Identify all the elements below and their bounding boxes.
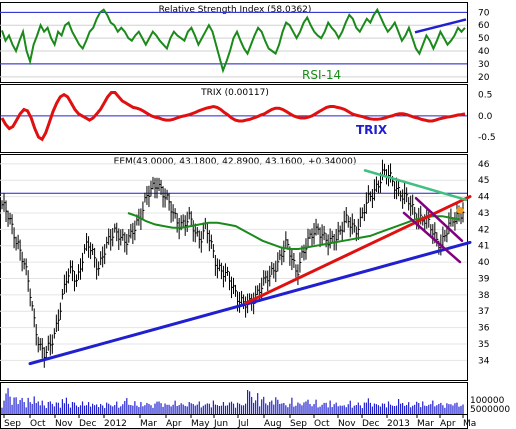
trendline-channel_lower [402, 211, 462, 264]
rsi-panel: Relative Strength Index (58.0362) 20 30 40… [0, 5, 490, 83]
rsi-frame [0, 2, 468, 83]
x-tick-label: 2013 [387, 419, 410, 429]
trix-title: TRIX (0.00117) [200, 88, 269, 98]
y-tick-label: 35 [478, 340, 489, 350]
x-tick-label: Aug [264, 419, 282, 429]
price-trendlines [28, 169, 472, 366]
y-tick-label: 0.0 [478, 112, 493, 122]
rsi-series-line [1, 7, 466, 74]
y-tick-label: 46 [478, 160, 490, 170]
y-tick-label: 60 [478, 21, 490, 31]
price-bars [1, 159, 465, 368]
x-tick-label: Dec [362, 419, 379, 429]
rsi-annotation: RSI-14 [302, 68, 341, 82]
price-panel: EEM(43.0000, 43.1800, 42.8900, 43.1600, … [0, 157, 490, 368]
rsi-trendline [414, 18, 467, 34]
price-frame [0, 154, 468, 381]
volume-tick-label: 100000 [470, 396, 505, 406]
x-tick-label: 2012 [104, 419, 127, 429]
y-tick-label: 39 [478, 274, 490, 284]
rsi-gridlines [0, 11, 467, 78]
x-tick-label: Dec [79, 419, 96, 429]
trendline-channel_upper [414, 196, 464, 243]
y-tick-label: 0.5 [478, 91, 492, 101]
y-tick-label: 44 [478, 193, 490, 203]
y-tick-label: 45 [478, 176, 489, 186]
rsi-tick-labels: 20 30 40 50 60 70 [478, 8, 490, 83]
y-tick-label: 43 [478, 209, 489, 219]
x-tick-label: Mar [140, 419, 157, 429]
panel-frames [0, 2, 468, 429]
last-price-marker [456, 206, 464, 214]
trix-frame [0, 84, 468, 153]
volume-bars [1, 388, 464, 414]
y-tick-label: 40 [478, 258, 490, 268]
x-tick-label: Sep [4, 419, 21, 429]
y-tick-label: 50 [478, 34, 490, 44]
y-tick-label: 30 [478, 60, 490, 70]
x-tick-label: Sep [290, 419, 307, 429]
rsi-title: Relative Strength Index (58.0362) [159, 5, 312, 15]
x-tick-label: Jul [237, 419, 249, 429]
x-tick-label: Nov [55, 419, 73, 429]
x-tick-label: Ma [463, 419, 476, 429]
y-tick-label: 41 [478, 242, 489, 252]
volume-tick-label: 5000000 [470, 405, 510, 415]
y-tick-label: 34 [478, 356, 490, 366]
trix-tick-labels: 0.5 0.0 -0.5 [478, 91, 496, 144]
y-tick-label: 42 [478, 225, 489, 235]
x-tick-label: Oct [30, 419, 46, 429]
x-axis: Sep Oct Nov Dec 2012 Mar Apr May Jun Jul Aug Sep Oct… [3, 414, 476, 429]
price-tick-labels: 34 35 36 37 38 39 40 41 42 43 44 45 46 [478, 160, 490, 367]
x-tick-label: Apr [166, 419, 182, 429]
trix-series-line [0, 91, 466, 142]
x-tick-label: Apr [440, 419, 456, 429]
trendline-support [28, 240, 472, 366]
trix-panel: TRIX (0.00117) 0.5 0.0 -0.5 TRIX [0, 88, 496, 143]
y-tick-label: 70 [478, 8, 490, 18]
trix-annotation: TRIX [356, 123, 388, 137]
x-tick-label: Oct [314, 419, 330, 429]
x-tick-label: Nov [338, 419, 356, 429]
y-tick-label: 20 [478, 73, 490, 83]
trendline-resistance [363, 169, 468, 202]
y-tick-label: 38 [478, 291, 490, 301]
x-tick-label: Mar [417, 419, 434, 429]
y-tick-label: 36 [478, 324, 490, 334]
price-gridlines [0, 163, 467, 361]
y-tick-label: 40 [478, 47, 490, 57]
x-tick-label: Jun [213, 419, 228, 429]
y-tick-label: 37 [478, 307, 489, 317]
price-title: EEM(43.0000, 43.1800, 42.8900, 43.1600, … [114, 157, 357, 167]
y-tick-label: -0.5 [478, 133, 496, 143]
moving-average-line [127, 212, 461, 250]
x-tick-label: May [191, 419, 210, 429]
